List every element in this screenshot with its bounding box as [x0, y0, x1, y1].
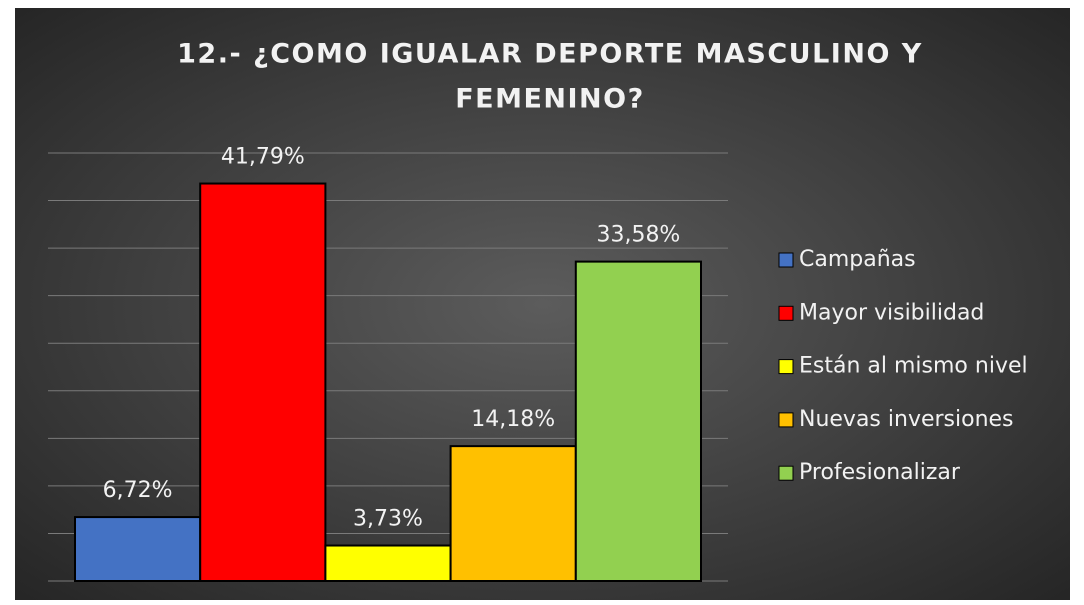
data-label: 3,73% [353, 507, 423, 532]
legend-swatch [778, 305, 794, 321]
legend-swatch [778, 359, 794, 375]
bar [574, 260, 702, 582]
data-label: 14,18% [471, 407, 555, 432]
data-label: 6,72% [103, 478, 173, 503]
legend-swatch [778, 412, 794, 428]
legend-label: Están al mismo nivel [799, 354, 1028, 379]
bar [449, 445, 577, 582]
bar [324, 544, 452, 583]
data-label: 41,79% [221, 145, 305, 170]
bar [74, 516, 202, 582]
chart-title: 12.- ¿COMO IGUALAR DEPORTE MASCULINO Y [177, 39, 923, 70]
legend-label: Profesionalizar [799, 460, 961, 485]
data-label: 33,58% [596, 223, 680, 248]
chart-title: FEMENINO? [455, 84, 645, 115]
legend-swatch [778, 252, 794, 268]
legend-swatch [778, 465, 794, 481]
legend-label: Mayor visibilidad [799, 300, 984, 325]
bar [199, 182, 327, 582]
legend-label: Campañas [799, 247, 916, 272]
legend-label: Nuevas inversiones [799, 407, 1014, 432]
